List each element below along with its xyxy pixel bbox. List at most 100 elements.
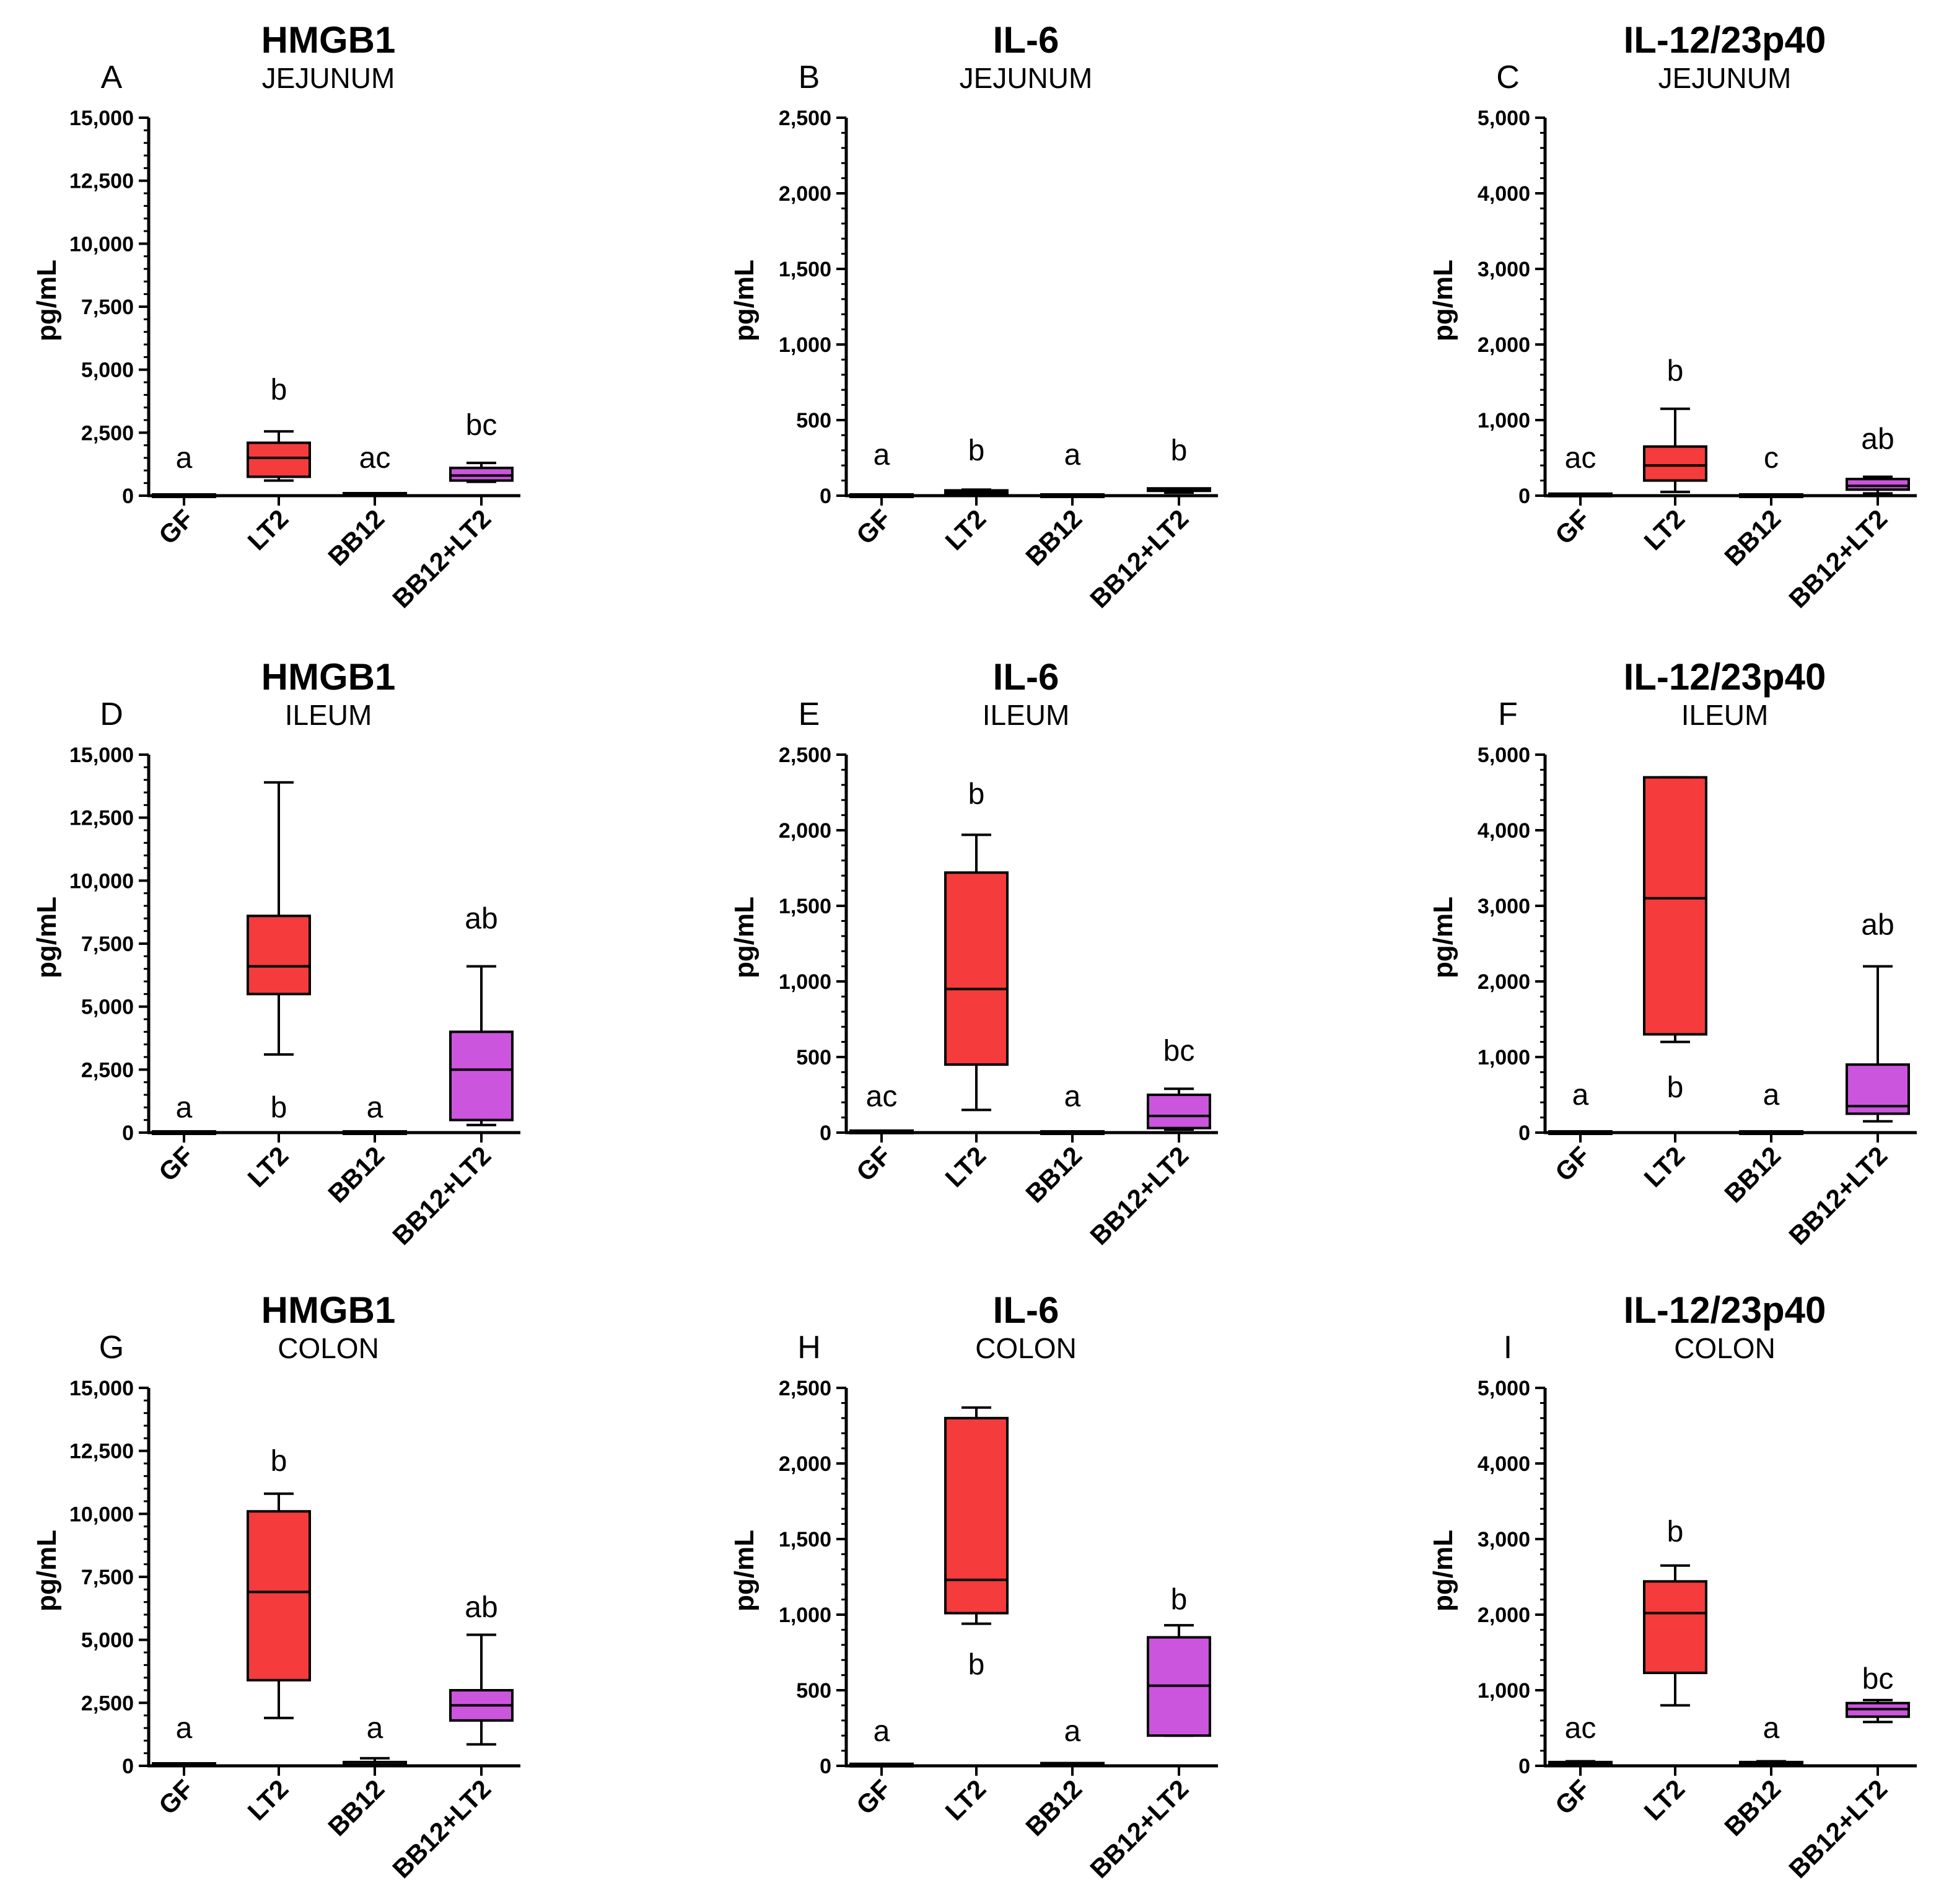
y-axis-label: pg/mL [1428,897,1458,978]
y-tick-label: 2,000 [779,819,831,843]
panel-subtitle: COLON [975,1332,1077,1364]
panel-title: IL-12/23p40 [1624,19,1826,61]
panel-title: HMGB1 [261,1289,396,1331]
y-tick-label: 1,000 [1478,1679,1530,1703]
x-tick-label: GF [851,504,896,550]
panel-title: IL-6 [993,1289,1059,1331]
x-tick-label: GF [153,504,199,550]
y-tick-label: 2,500 [779,744,831,767]
y-tick-label: 4,000 [1478,182,1530,206]
box-body [944,1416,1009,1615]
y-tick-label: 5,000 [1478,744,1530,767]
significance-letter: a [1064,439,1081,472]
panel-letter: G [99,1330,124,1366]
y-tick-label: 7,500 [81,932,134,956]
panel-letter: B [799,59,820,95]
x-tick-label: BB12 [1719,1774,1786,1841]
y-tick-label: 500 [796,1046,831,1069]
significance-letter: a [176,1091,193,1124]
box-bb12-lt2 [1147,487,1211,494]
significance-letter: b [1667,355,1684,388]
box-lt2 [1643,776,1707,1043]
significance-letter: bc [1862,1663,1894,1696]
significance-letter: b [1667,1516,1684,1548]
y-axis-label: pg/mL [729,897,760,978]
y-tick-label: 1,000 [1478,1046,1530,1069]
box-body [1643,445,1707,482]
x-tick-label: BB12+LT2 [1783,1774,1893,1884]
x-tick-label: LT2 [1639,504,1691,556]
significance-letter: a [1763,1079,1780,1112]
significance-letter: b [968,1649,985,1682]
x-tick-label: BB12+LT2 [387,504,496,613]
box-gf [849,1762,914,1768]
y-tick-label: 1,000 [779,970,831,994]
box-bb12 [343,1757,407,1767]
y-tick-label: 12,500 [69,170,134,193]
y-tick-label: 1,000 [779,1603,831,1627]
y-tick-label: 2,500 [81,421,134,445]
significance-letter: b [968,434,985,467]
panel-subtitle: JEJUNUM [262,62,395,94]
x-tick-label: LT2 [242,1774,294,1826]
box-gf [152,1761,216,1767]
significance-letter: ab [1861,423,1894,456]
y-tick-label: 12,500 [69,807,134,830]
panel-letter: F [1498,696,1518,732]
box-gf [849,493,914,498]
significance-letter: ac [1565,442,1596,475]
box-body [944,871,1009,1066]
x-tick-label: BB12 [1719,1141,1786,1208]
y-axis-label: pg/mL [729,260,760,341]
y-tick-label: 0 [122,1755,134,1778]
y-tick-label: 15,000 [69,1377,134,1400]
x-tick-label: LT2 [1639,1141,1691,1193]
y-tick-label: 0 [122,1121,134,1145]
y-tick-label: 2,000 [779,1452,831,1476]
y-tick-label: 5,000 [81,996,134,1019]
x-tick-label: LT2 [940,1774,992,1826]
y-tick-label: 0 [1518,1755,1530,1778]
box-lt2 [944,1406,1009,1625]
significance-letter: b [1667,1071,1684,1104]
x-tick-label: GF [153,1141,199,1187]
panel-title: IL-6 [993,656,1059,698]
y-tick-label: 5,000 [1478,107,1530,130]
significance-letter: bc [1163,1035,1195,1068]
box-body [1147,1094,1211,1130]
panel-letter: A [101,59,123,95]
significance-letter: b [968,778,985,810]
significance-letter: a [1064,1715,1081,1748]
x-tick-label: BB12+LT2 [1084,1774,1194,1884]
box-lt2 [247,1492,311,1719]
x-tick-label: GF [1549,504,1595,550]
y-tick-label: 5,000 [81,1629,134,1652]
box-body [449,1030,514,1121]
panel-subtitle: ILEUM [983,699,1070,731]
box-gf [1548,1760,1613,1767]
significance-letter: ac [866,1080,898,1113]
y-axis-label: pg/mL [32,260,62,341]
panel-title: IL-12/23p40 [1624,1289,1826,1331]
x-tick-label: BB12 [1719,504,1786,571]
significance-letter: ab [1861,909,1894,942]
box-bb12-lt2 [1147,1624,1211,1737]
y-tick-label: 7,500 [81,1566,134,1589]
panel-letter: E [799,696,820,732]
box-gf [152,493,216,498]
box-body [1643,1580,1707,1674]
x-tick-label: LT2 [242,504,294,556]
significance-letter: ab [465,902,497,935]
box-bb12 [1040,1130,1105,1135]
y-tick-label: 3,000 [1478,1528,1530,1551]
box-body [1846,478,1910,491]
x-tick-label: BB12 [322,1774,390,1841]
